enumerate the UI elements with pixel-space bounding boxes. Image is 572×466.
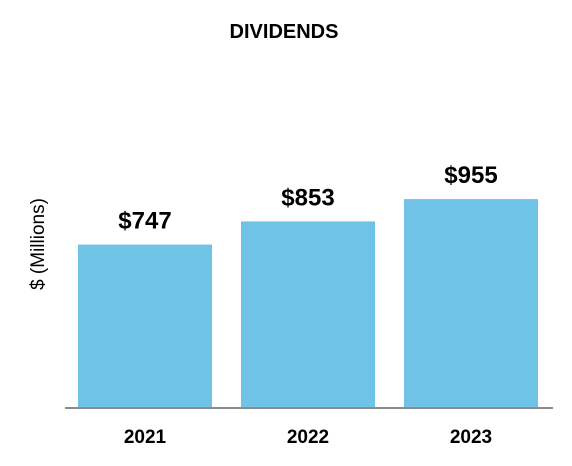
bar-2021 (78, 244, 212, 408)
x-tick-label-2021: 2021 (124, 427, 167, 448)
y-axis-label: $ (Millions) (28, 198, 49, 290)
bar-2022 (241, 221, 375, 408)
data-label-2023: $955 (444, 162, 497, 189)
x-tick-label-2022: 2022 (287, 427, 329, 448)
bar-2023 (404, 199, 538, 408)
data-label-2021: $747 (118, 208, 171, 235)
data-label-2022: $853 (281, 184, 334, 211)
bar-group: $747 2021 $853 2022 $955 2023 (78, 162, 538, 448)
x-tick-label-2023: 2023 (450, 427, 492, 448)
chart-title: DIVIDENDS (230, 21, 339, 43)
